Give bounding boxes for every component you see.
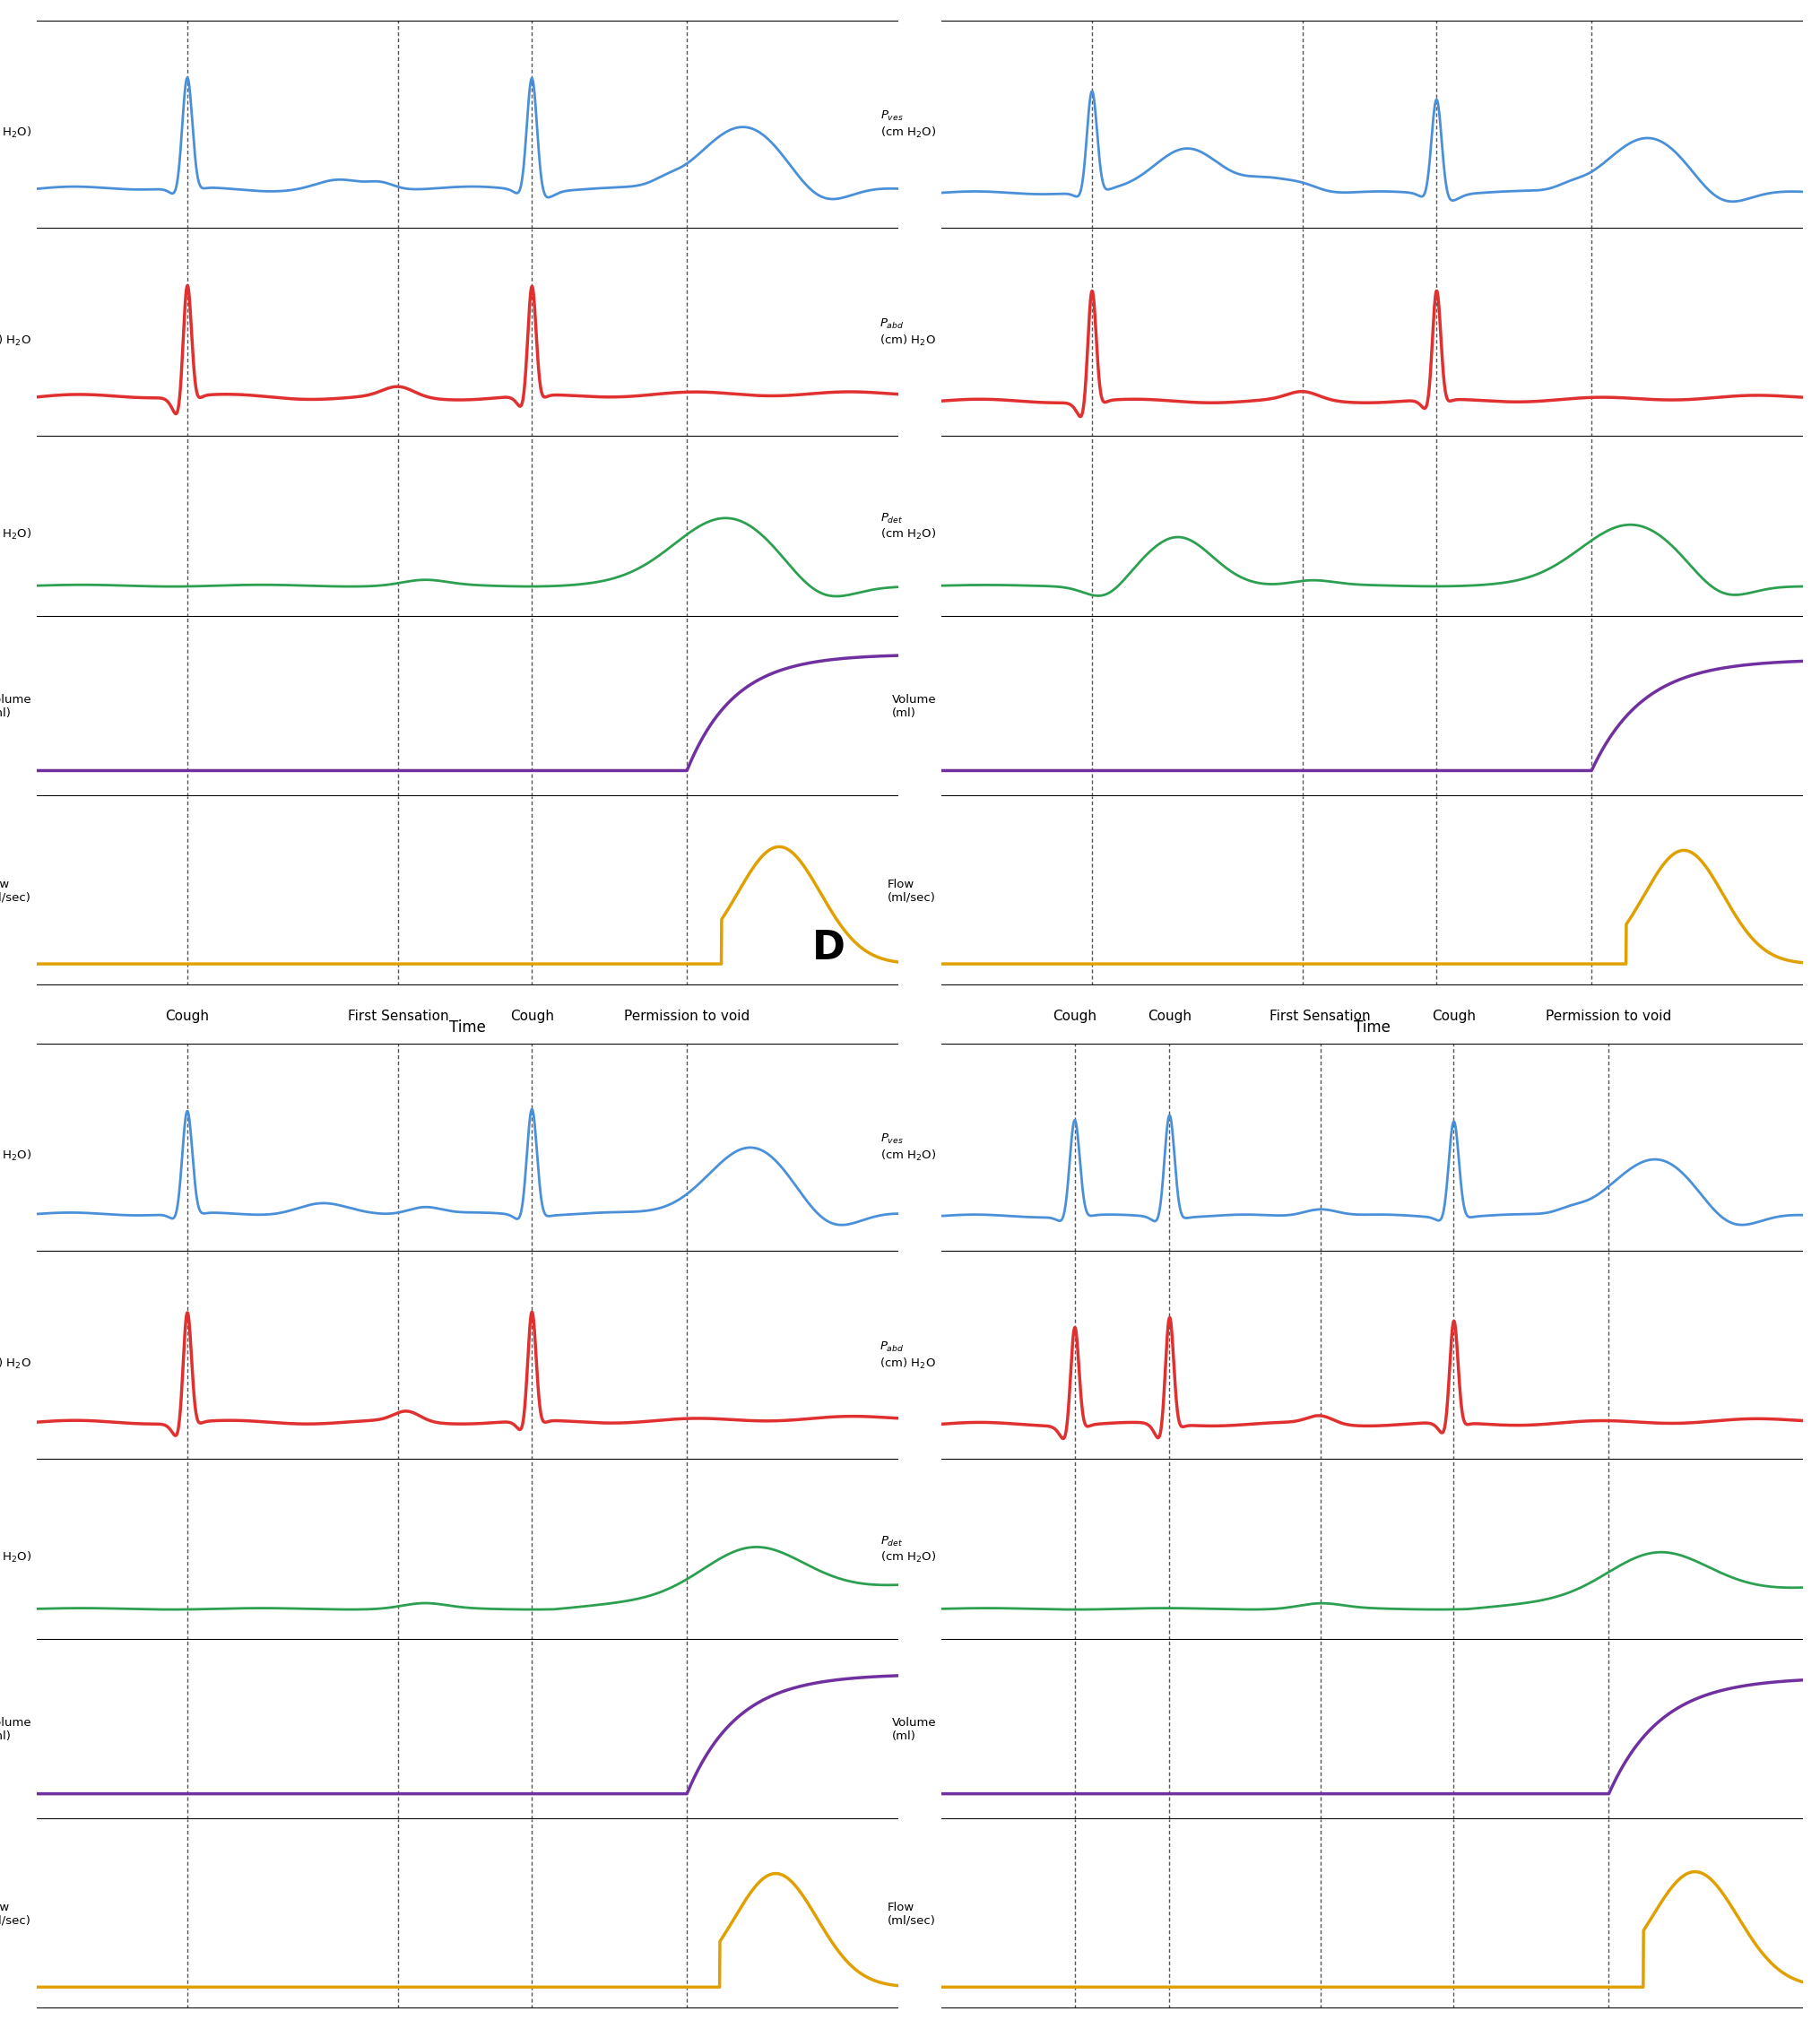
Y-axis label: Volume
(ml): Volume (ml): [0, 1717, 31, 1743]
Y-axis label: $P_{abd}$
(cm) H$_2$O: $P_{abd}$ (cm) H$_2$O: [879, 1341, 935, 1372]
Text: Cough: Cough: [1147, 1008, 1190, 1023]
Y-axis label: $P_{abd}$
(cm) H$_2$O: $P_{abd}$ (cm) H$_2$O: [0, 1341, 31, 1372]
Text: First Sensation: First Sensation: [348, 1008, 448, 1023]
Text: Time: Time: [450, 1021, 486, 1035]
Y-axis label: Flow
(ml/sec): Flow (ml/sec): [0, 1901, 31, 1928]
Text: Cough: Cough: [510, 1008, 553, 1023]
Y-axis label: Volume
(ml): Volume (ml): [892, 694, 935, 718]
Y-axis label: $P_{det}$
(cm H$_2$O): $P_{det}$ (cm H$_2$O): [0, 511, 31, 542]
Y-axis label: Flow
(ml/sec): Flow (ml/sec): [0, 879, 31, 903]
Text: Cough: Cough: [1052, 1008, 1096, 1023]
Y-axis label: Flow
(ml/sec): Flow (ml/sec): [888, 879, 935, 903]
Text: Permission to void: Permission to void: [1545, 1008, 1671, 1023]
Y-axis label: $P_{ves}$
(cm H$_2$O): $P_{ves}$ (cm H$_2$O): [879, 1132, 935, 1163]
Text: Time: Time: [1352, 1021, 1389, 1035]
Y-axis label: $P_{ves}$
(cm H$_2$O): $P_{ves}$ (cm H$_2$O): [0, 1132, 31, 1163]
Y-axis label: $P_{det}$
(cm H$_2$O): $P_{det}$ (cm H$_2$O): [879, 511, 935, 542]
Text: First Sensation: First Sensation: [1269, 1008, 1370, 1023]
Y-axis label: $P_{abd}$
(cm) H$_2$O: $P_{abd}$ (cm) H$_2$O: [879, 317, 935, 347]
Y-axis label: $P_{ves}$
(cm H$_2$O): $P_{ves}$ (cm H$_2$O): [0, 110, 31, 140]
Y-axis label: Volume
(ml): Volume (ml): [892, 1717, 935, 1743]
Text: D: D: [812, 929, 844, 968]
Y-axis label: Volume
(ml): Volume (ml): [0, 694, 31, 718]
Y-axis label: $P_{ves}$
(cm H$_2$O): $P_{ves}$ (cm H$_2$O): [879, 110, 935, 140]
Text: Permission to void: Permission to void: [624, 1008, 750, 1023]
Y-axis label: $P_{abd}$
(cm) H$_2$O: $P_{abd}$ (cm) H$_2$O: [0, 317, 31, 347]
Y-axis label: Flow
(ml/sec): Flow (ml/sec): [888, 1901, 935, 1928]
Y-axis label: $P_{det}$
(cm H$_2$O): $P_{det}$ (cm H$_2$O): [0, 1534, 31, 1564]
Y-axis label: $P_{det}$
(cm H$_2$O): $P_{det}$ (cm H$_2$O): [879, 1534, 935, 1564]
Text: Cough: Cough: [1431, 1008, 1474, 1023]
Text: Cough: Cough: [166, 1008, 209, 1023]
